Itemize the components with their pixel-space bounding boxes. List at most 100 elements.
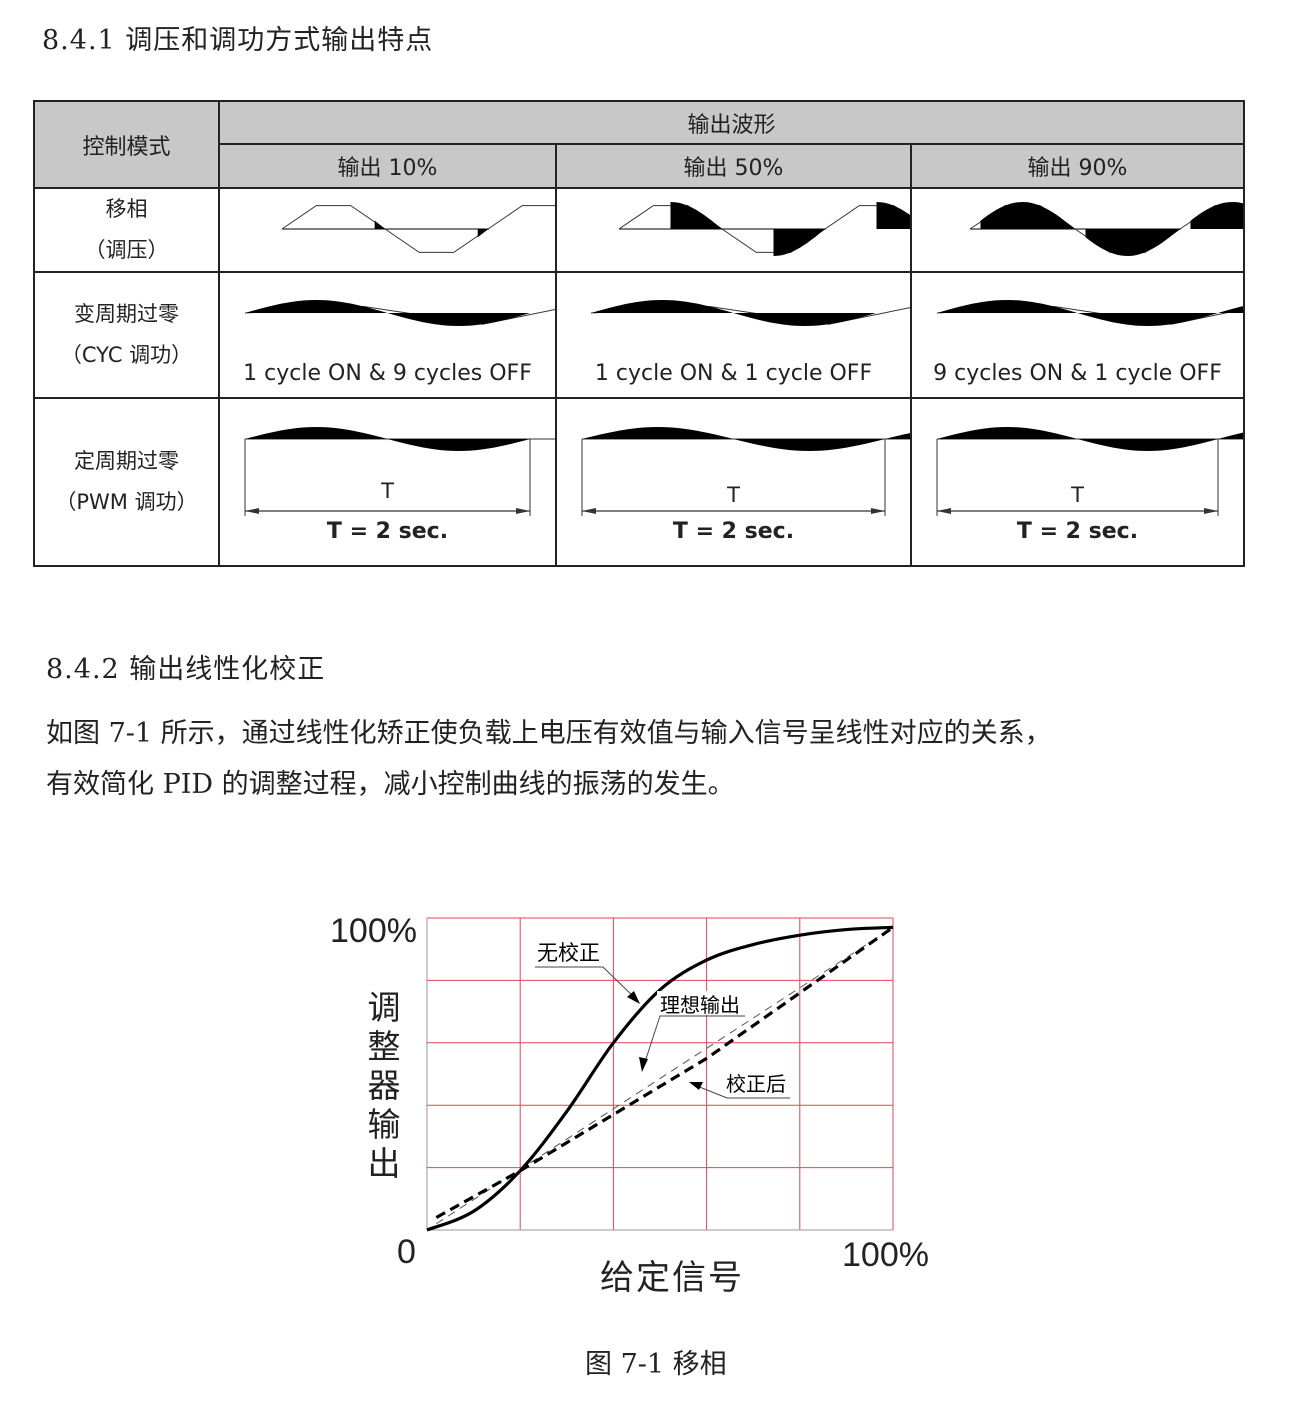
annotation-ideal: 理想输出 [639,991,745,1072]
figure-caption: 图 7-1 移相 [585,1349,727,1380]
sine-outline [618,205,910,253]
column-output-10: 输出 10% [218,143,557,189]
conducting-half-cycle [885,433,910,439]
paragraph-line: 如图 7-1 所示，通过线性化矫正使负载上电压有效值与输入信号呈线性对应的关系， [46,718,1052,749]
curves [426,925,894,1232]
cyc-caption: 1 cycle ON & 9 cycles OFF [243,361,532,386]
pwm-caption: T = 2 sec. [326,519,449,544]
waveform-cell: T T = 2 sec. [555,397,912,567]
label-uncorrected: 无校正 [537,941,600,965]
arrow-head [627,991,640,1004]
pwm-waveform-90 [936,427,1243,516]
arrow-head [689,1082,703,1090]
mode-label: 变周期过零 [74,302,179,326]
conducting-half-cycle [733,439,885,451]
waveform-cell: T T = 2 sec. [218,397,557,567]
x-tick-100: 100% [842,1236,929,1274]
conducting-half-cycle [591,300,734,313]
conducting-half-cycle [773,229,825,256]
conducting-half-cycle [387,313,530,326]
x-axis-label: 给定信号 [600,1258,744,1298]
period-label: T [381,479,394,503]
phase-waveform-90 [969,202,1243,256]
series-line-solid [426,925,894,1232]
section-title-8-4-2: 8.4.2 输出线性化校正 [46,654,326,685]
waveform-cell: 1 cycle ON & 1 cycle OFF [555,271,912,399]
pwm-waveform-50 [581,427,910,516]
header-output-waveform: 输出波形 [218,100,1245,145]
mode-label: 定周期过零 [74,449,179,473]
conducting-half-cycle [937,427,1078,439]
period-label: T [727,483,740,507]
waveform-cell [555,187,912,273]
grid [426,917,894,1231]
mode-label: 移相 [105,197,148,221]
conducting-half-cycle [582,427,734,439]
waveform-cell [218,187,557,273]
conducting-half-cycle [1190,202,1243,229]
mode-sublabel: （CYC 调功） [60,343,193,367]
mode-cyc: 变周期过零 （CYC 调功） [33,271,220,399]
pwm-caption: T = 2 sec. [672,519,795,544]
cyc-waveform-10 [244,300,555,326]
conducting-half-cycle [1218,432,1243,439]
cyc-caption: 1 cycle ON & 1 cycle OFF [594,361,873,386]
conducting-half-cycle [374,220,385,229]
conducting-half-cycle [670,202,722,229]
conducting-half-cycle [245,300,388,313]
waveform-cell: 9 cycles ON & 1 cycle OFF [910,271,1245,399]
table-row-phase: 移相 （调压） [33,187,1245,273]
paragraph-line: 有效简化 PID 的调整过程，减小控制曲线的振荡的发生。 [46,769,735,800]
cyc-waveform-50 [590,300,910,326]
conducting-half-cycle [477,229,488,238]
label-ideal: 理想输出 [660,993,740,1017]
y-axis-label: 调整器输出 [367,988,401,1183]
conducting-half-cycle [876,202,910,229]
conducting-half-cycle [980,202,1075,229]
conducting-half-cycle [1218,306,1243,313]
conducting-half-cycle [245,427,388,439]
annotation-corrected: 校正后 [689,1070,790,1099]
sine-outline [281,205,555,253]
arrow-head [639,1057,648,1072]
waveform-cell: T T = 2 sec. [910,397,1245,567]
mode-sublabel: （PWM 调功） [55,490,198,514]
pwm-caption: T = 2 sec. [1016,519,1139,544]
section-title-8-4-1: 8.4.1 调压和调功方式输出特点 [42,25,434,56]
phase-waveform-10 [281,205,555,253]
cyc-caption: 9 cycles ON & 1 cycle OFF [933,361,1222,386]
conducting-half-cycle [387,439,530,451]
conducting-half-cycle [1077,439,1218,451]
conducting-half-cycle [1077,313,1218,326]
mode-pwm: 定周期过零 （PWM 调功） [33,397,220,567]
column-output-50: 输出 50% [555,143,912,189]
annotation-uncorrected: 无校正 [535,941,640,1004]
label-corrected: 校正后 [726,1072,786,1096]
waveform-cell: 1 cycle ON & 9 cycles OFF [218,271,557,399]
series-line-thin-dashed [436,926,894,1225]
conducting-half-cycle [733,313,876,326]
conducting-half-cycle [937,300,1078,313]
mode-sublabel: （调压） [84,238,169,262]
mode-phase-shift: 移相 （调压） [33,187,220,273]
conducting-half-cycle [1085,229,1180,256]
output-characteristics-table: 控制模式 输出波形 输出 10% 输出 50% 输出 90% 移相 （调压） 变周… [33,100,1245,567]
pwm-waveform-10 [244,427,555,516]
x-tick-0: 0 [397,1233,416,1271]
table-row-cyc: 变周期过零 （CYC 调功） 1 cycle ON & 9 cycles OFF … [33,271,1245,399]
column-output-90: 输出 90% [910,143,1245,189]
waveform-cell [910,187,1245,273]
period-label: T [1071,483,1084,507]
series-line-dashed [435,926,894,1219]
header-control-mode: 控制模式 [33,100,220,189]
y-tick-100: 100% [330,912,417,950]
sine-outline [969,205,1243,253]
cyc-waveform-90 [936,300,1243,326]
leader-line [691,1083,790,1099]
leader-line [642,1015,745,1069]
leader-line [535,966,639,1002]
paragraph: 如图 7-1 所示，通过线性化矫正使负载上电压有效值与输入信号呈线性对应的关系，… [46,708,1246,810]
phase-waveform-50 [618,202,910,256]
